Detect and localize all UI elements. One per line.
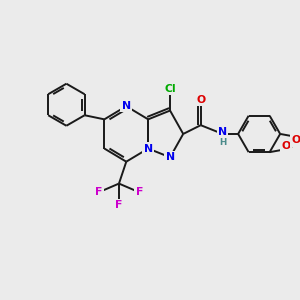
Text: O: O	[281, 141, 290, 151]
Text: N: N	[122, 101, 131, 111]
Text: N: N	[218, 127, 227, 136]
Text: F: F	[136, 187, 143, 197]
Text: F: F	[115, 200, 123, 211]
Text: N: N	[166, 152, 175, 162]
Text: H: H	[219, 138, 226, 147]
Text: O: O	[292, 135, 300, 146]
Text: F: F	[95, 187, 102, 197]
Text: O: O	[196, 95, 205, 105]
Text: Cl: Cl	[164, 84, 176, 94]
Text: N: N	[144, 143, 153, 154]
